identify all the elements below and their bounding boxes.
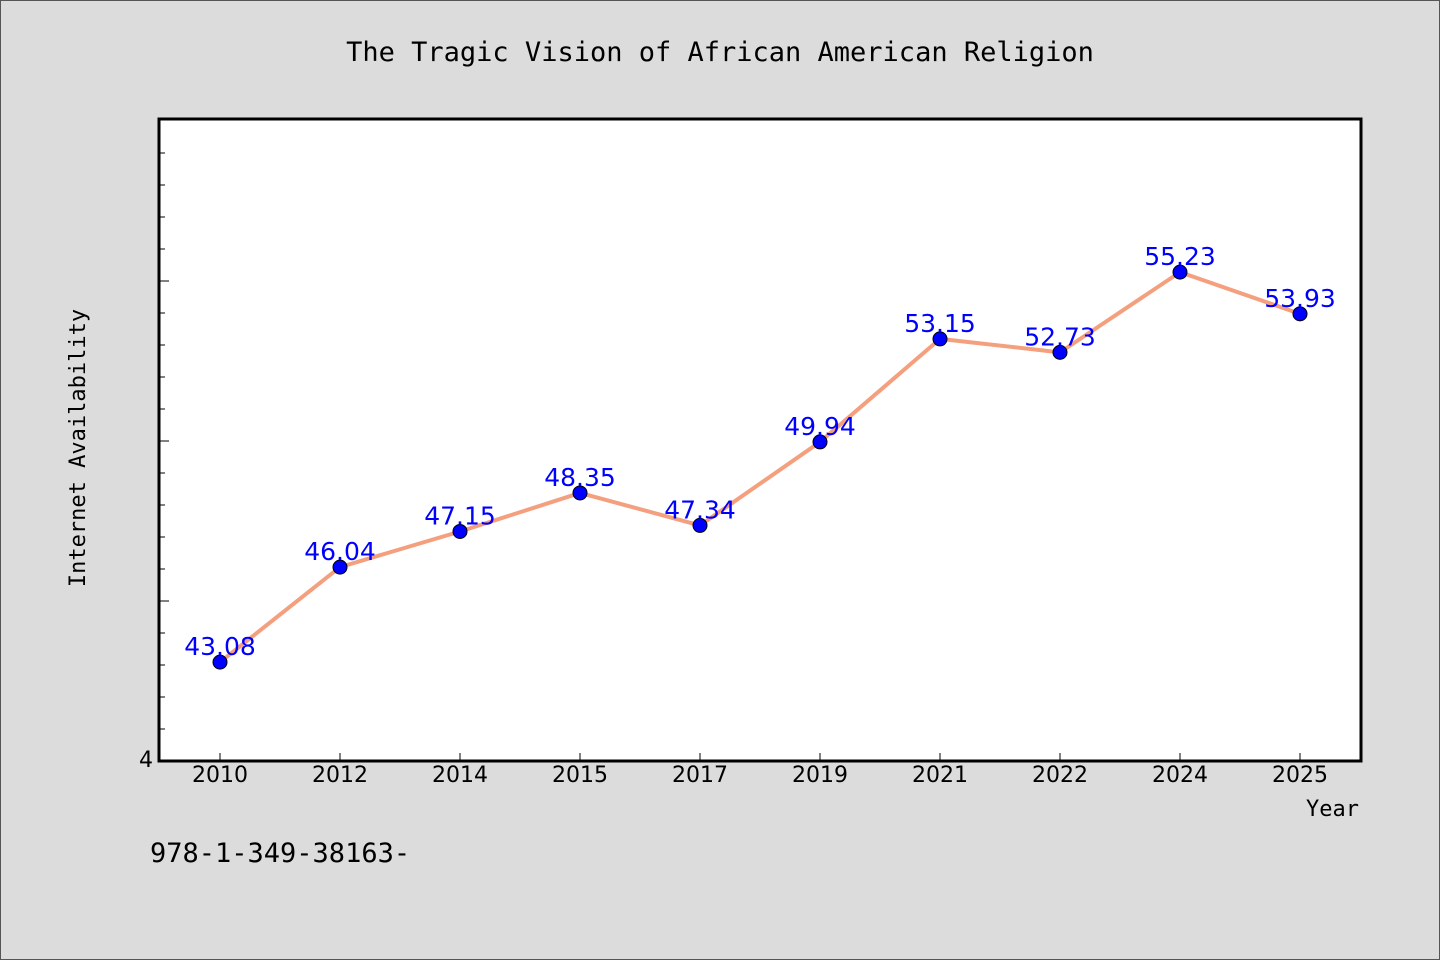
data-point — [932, 331, 948, 347]
data-labels: 43.08 46.04 47.15 48.35 47.34 49.94 53.15 52.73… — [184, 242, 1336, 661]
x-tick-label: 2025 — [1272, 763, 1328, 788]
plot-area — [159, 119, 1361, 761]
data-point — [692, 517, 708, 533]
x-axis-label: Year — [1306, 797, 1359, 822]
data-label: 49.94 — [784, 412, 856, 441]
data-label: 47.15 — [424, 501, 496, 530]
chart-title: The Tragic Vision of African American Re… — [346, 37, 1094, 68]
x-tick-labels: 2010 2012 2014 2015 2017 2019 2021 2022 2024 2025 — [192, 763, 1328, 788]
x-tick-label: 2024 — [1152, 763, 1208, 788]
x-tick-label: 2014 — [432, 763, 488, 788]
data-label: 48.35 — [544, 463, 616, 492]
data-point — [572, 485, 588, 501]
x-tick-label: 2010 — [192, 763, 248, 788]
data-label: 53.93 — [1264, 284, 1336, 313]
data-point — [812, 434, 828, 450]
footer-text: 978-1-349-38163- — [150, 838, 410, 869]
data-label: 55.23 — [1144, 242, 1216, 271]
y-tick-label: 4 — [139, 748, 153, 773]
x-tick-label: 2012 — [312, 763, 368, 788]
data-point — [1172, 264, 1188, 280]
data-point — [332, 559, 348, 575]
data-label: 53.15 — [904, 309, 976, 338]
data-point — [1052, 344, 1068, 360]
data-label: 43.08 — [184, 632, 256, 661]
y-axis-label: Internet Availability — [66, 309, 91, 587]
data-label: 52.73 — [1024, 322, 1096, 351]
data-label: 46.04 — [304, 537, 376, 566]
x-tick-label: 2015 — [552, 763, 608, 788]
data-point — [212, 654, 228, 670]
plot-border — [157, 117, 1363, 763]
series-line — [218, 270, 1301, 664]
data-point — [452, 523, 468, 539]
series-markers — [212, 264, 1308, 670]
data-label: 47.34 — [664, 495, 736, 524]
x-tick-label: 2021 — [912, 763, 968, 788]
data-point — [1292, 306, 1308, 322]
x-tick-label: 2017 — [672, 763, 728, 788]
x-tick-label: 2019 — [792, 763, 848, 788]
x-tick-label: 2022 — [1032, 763, 1088, 788]
